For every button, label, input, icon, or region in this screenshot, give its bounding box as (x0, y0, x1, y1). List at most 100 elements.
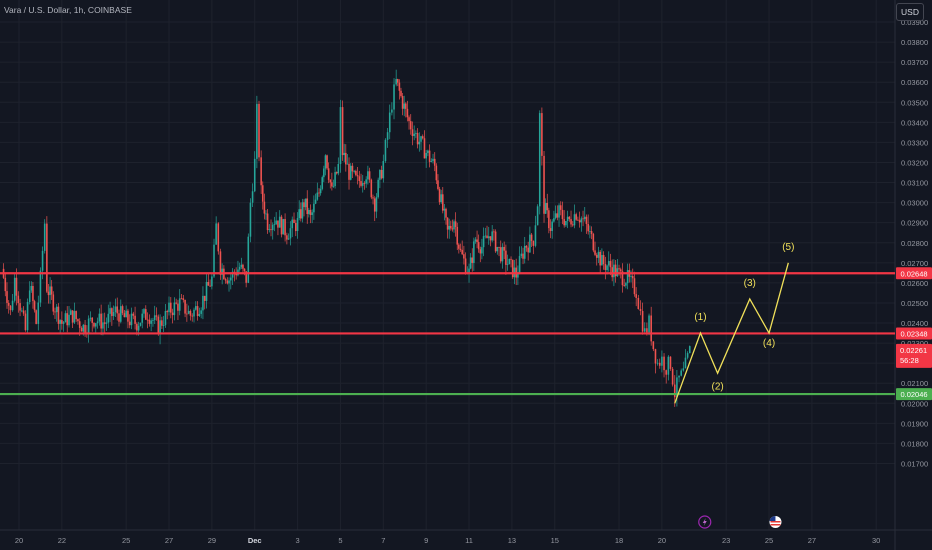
y-tick-label: 0.02600 (901, 279, 928, 288)
candle-body (314, 199, 317, 204)
x-tick-label: 27 (808, 536, 816, 545)
elliott-wave-path[interactable] (674, 262, 789, 404)
candle-body (66, 313, 69, 326)
currency-button[interactable]: USD (896, 3, 924, 21)
candle-body (440, 194, 442, 203)
candle-body (487, 236, 490, 239)
candle-body (161, 320, 163, 326)
candle-body (326, 155, 328, 169)
candle-body (173, 302, 176, 316)
wave-label: (3) (744, 278, 756, 289)
candle-body (443, 208, 446, 211)
candle-body (473, 241, 475, 263)
candle-body (282, 219, 285, 235)
candle-body (118, 313, 120, 322)
lightning-icon[interactable] (698, 515, 712, 529)
y-tick-label: 0.03200 (901, 158, 928, 167)
candle-body (260, 157, 262, 186)
candle-body (94, 323, 97, 327)
candle-body (587, 223, 589, 232)
candle-body (105, 322, 108, 324)
x-tick-label: 22 (58, 536, 66, 545)
candle-body (194, 306, 197, 310)
candle-body (375, 197, 378, 212)
support-price-tag (896, 388, 932, 401)
candle-body (275, 220, 277, 225)
y-tick-label: 0.03100 (901, 179, 928, 188)
candle-body (59, 320, 61, 324)
candle-body (175, 302, 177, 304)
candle-body (451, 228, 454, 230)
candle-body (311, 212, 313, 215)
y-tick-label: 0.03000 (901, 199, 928, 208)
candle-body (119, 306, 122, 322)
candle-body (134, 315, 136, 324)
candle-body (217, 223, 220, 252)
candle-body (384, 139, 387, 162)
candle-body (558, 205, 560, 218)
candle-body (446, 217, 449, 230)
candle-body (335, 172, 338, 174)
candle-body (238, 266, 241, 270)
candle-body (652, 341, 655, 350)
candle-body (324, 155, 327, 169)
candle-body (491, 231, 493, 241)
candle-body (403, 103, 406, 109)
candle-body (141, 313, 144, 323)
candle-body (367, 171, 369, 180)
candle-body (625, 283, 627, 286)
candle-body (527, 247, 529, 253)
candle-body (89, 317, 92, 319)
candle-body (510, 258, 512, 260)
candle-body (319, 188, 322, 194)
candle-body (123, 313, 126, 318)
wave-label: (2) (712, 382, 724, 393)
candle-body (6, 291, 8, 303)
candle-body (554, 213, 557, 219)
candle-body (139, 322, 142, 326)
candle-body (401, 96, 404, 109)
candle-body (548, 210, 550, 229)
candle-body (678, 375, 680, 378)
candle-body (306, 198, 309, 214)
candle-body (428, 150, 431, 162)
candle-body (413, 133, 415, 137)
candle-body (157, 316, 160, 335)
candle-body (61, 320, 63, 324)
candle-body (202, 295, 204, 311)
candle-body (303, 202, 305, 208)
candle-body (592, 233, 595, 251)
candle-body (445, 208, 447, 218)
candle-body (273, 224, 276, 225)
candle-body (28, 290, 31, 303)
candle-body (164, 311, 167, 326)
candle-body (563, 219, 565, 226)
candle-body (578, 220, 581, 223)
price-tag-label: 0.02348 (900, 329, 927, 338)
x-tick-label: 25 (122, 536, 130, 545)
y-tick-label: 0.03600 (901, 78, 928, 87)
candle-body (536, 206, 539, 226)
candle-body (277, 220, 279, 228)
candle-body (363, 183, 366, 184)
candle-body (153, 315, 156, 321)
candle-body (100, 313, 102, 329)
candle-body (49, 286, 51, 296)
candle-body (635, 294, 637, 298)
candle-body (178, 298, 181, 311)
candle-body (37, 302, 40, 324)
candle-body (284, 219, 286, 236)
wave-label: (1) (694, 312, 706, 323)
candle-body (242, 264, 244, 269)
candle-body (41, 250, 44, 271)
candle-body (448, 225, 451, 230)
y-tick-label: 0.03800 (901, 38, 928, 47)
candle-body (80, 327, 83, 332)
candle-body (454, 221, 457, 227)
candle-body (127, 310, 129, 322)
candle-body (87, 318, 90, 334)
candle-body (343, 152, 346, 156)
us-flag-icon[interactable] (769, 515, 782, 528)
candle-body (441, 194, 444, 211)
